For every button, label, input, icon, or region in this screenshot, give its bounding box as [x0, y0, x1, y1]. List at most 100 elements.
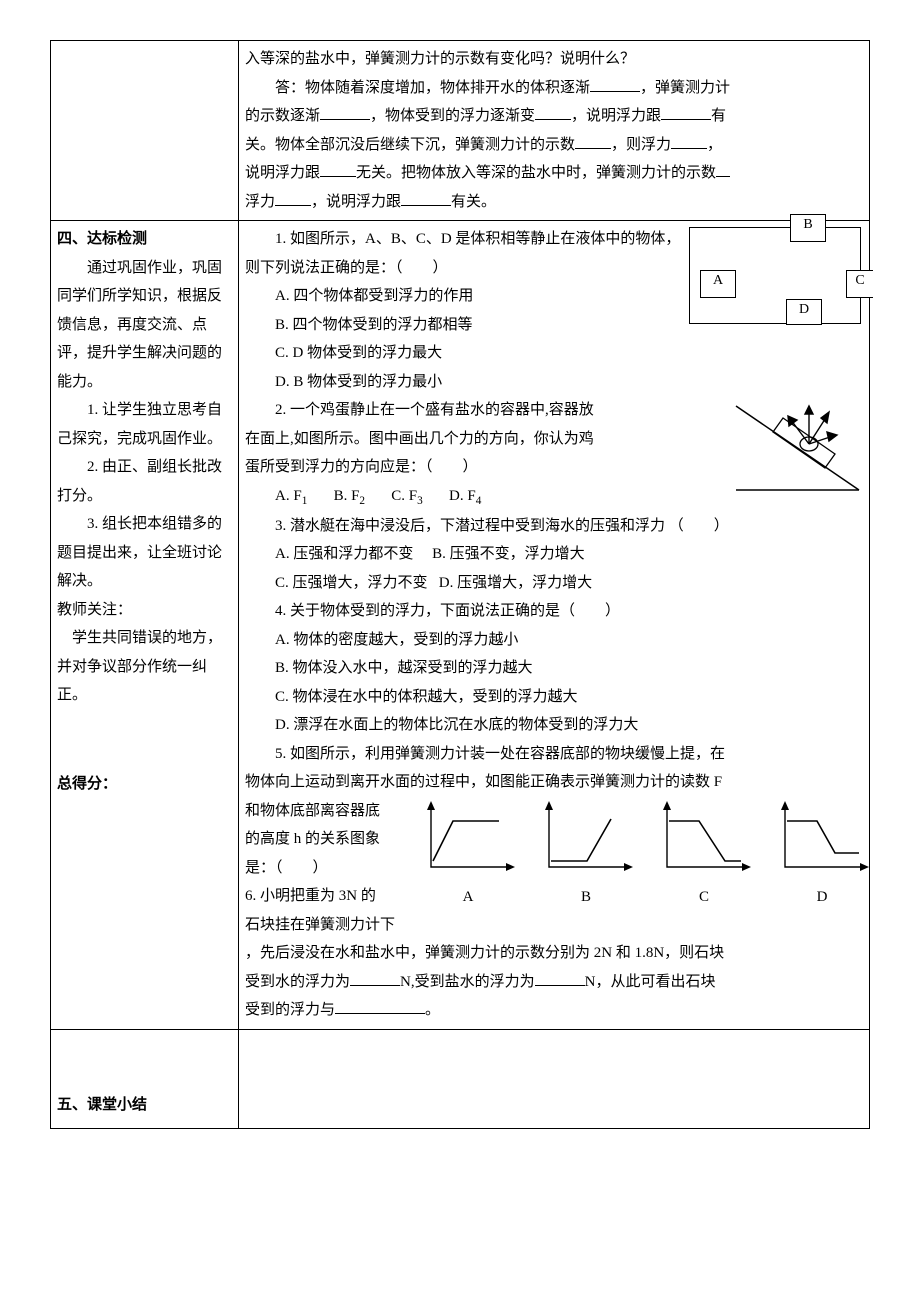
lbl-B: B: [803, 217, 812, 232]
left-gap: [57, 710, 232, 770]
row-summary: 五、课堂小结: [51, 1029, 870, 1128]
q6d3: N，从此可看出石块: [585, 974, 716, 990]
r1-a3: 的示数逐渐: [245, 108, 320, 124]
graph-B: B: [539, 801, 633, 912]
r1-answer-5: 浮力 ，说明浮力跟 有关。: [245, 188, 863, 217]
q3-stem: 3. 潜水艇在海中浸没后，下潜过程中受到海水的压强和浮力 （ ）: [245, 512, 863, 541]
left-score: 总得分：: [57, 770, 232, 799]
r1-line1: 入等深的盐水中，弹簧测力计的示数有变化吗？说明什么？: [245, 45, 863, 74]
left-p2b: 2. 由正、副组长批改打分。: [57, 453, 232, 510]
r1-l1: 入等深的盐水中，弹簧测力计的示数有变化吗？说明什么？: [245, 51, 635, 67]
q5-b: 物体向上运动到离开水面的过程中，如图能正确表示弹簧测力计的读数 F: [245, 768, 863, 797]
row2-right: B A C D 1. 如图所示，A、B、C、D 是体积相等静止在液体中的物体，则…: [239, 221, 870, 1030]
lbl-C: C: [855, 273, 864, 288]
left-p2c: 3. 组长把本组错多的题目提出来，让全班讨论解决。: [57, 510, 232, 596]
blank: [401, 190, 451, 206]
q6-c: ，先后浸没在水和盐水中，弹簧测力计的示数分别为 2N 和 1.8N，则石块: [245, 939, 863, 968]
q6b: 石块挂在弹簧测力计下: [245, 917, 395, 933]
q3-ab: A. 压强和浮力都不变 B. 压强不变，浮力增大: [245, 540, 863, 569]
box-A: A: [700, 270, 736, 298]
blank: [661, 104, 711, 120]
blank: [671, 133, 707, 149]
left-p1: 通过巩固作业，巩固同学们所学知识，根据反馈信息，再度交流、点评，提升学生解决问题…: [57, 254, 232, 397]
section4-title: 四、达标检测: [57, 225, 232, 254]
graph-label: D: [775, 883, 869, 912]
q4-stem: 4. 关于物体受到的浮力，下面说法正确的是（ ）: [245, 597, 863, 626]
r1-answer-3: 关。物体全部沉没后继续下沉，弹簧测力计的示数，则浮力，: [245, 131, 863, 160]
q6d1: 受到水的浮力为: [245, 974, 350, 990]
worksheet-table: 入等深的盐水中，弹簧测力计的示数有变化吗？说明什么？ 答：物体随着深度增加，物体…: [50, 40, 870, 1129]
blank: [320, 161, 356, 177]
r1-a1: 答：物体随着深度增加，物体排开水的体积逐渐: [275, 80, 590, 96]
q3b: B. 压强不变，浮力增大: [432, 546, 585, 562]
r1-a2: ，弹簧测力计: [640, 80, 730, 96]
graph-A: A: [421, 801, 515, 912]
diagram-liquid-container: B A C D: [689, 227, 861, 324]
r1-a11: 无关。把物体放入等深的盐水中时，弹簧测力计的示数: [356, 165, 716, 181]
r1-a13: ，说明浮力跟: [311, 194, 401, 210]
graph-D: D: [775, 801, 869, 912]
graph-row: ABCD: [421, 801, 863, 912]
q2s3: 3: [417, 495, 423, 507]
q3c: C. 压强增大，浮力不变: [275, 575, 428, 591]
r1-answer-4: 说明浮力跟 无关。把物体放入等深的盐水中时，弹簧测力计的示数: [245, 159, 863, 188]
q3a: A. 压强和浮力都不变: [275, 546, 413, 562]
left-tn: 教师关注：: [57, 596, 232, 625]
box-D: D: [786, 299, 822, 325]
lbl-D: D: [799, 302, 809, 317]
r1-a14: 有关。: [451, 194, 496, 210]
q4-a: A. 物体的密度越大，受到的浮力越小: [245, 626, 863, 655]
row3-right: [239, 1029, 870, 1128]
blank: [335, 998, 425, 1014]
q6e1: 受到的浮力与: [245, 1002, 335, 1018]
r1-a8: ，则浮力: [611, 137, 671, 153]
q4-d: D. 漂浮在水面上的物体比沉在水底的物体受到的浮力大: [245, 711, 863, 740]
graph-label: B: [539, 883, 633, 912]
r1-a9: ，: [707, 137, 722, 153]
row1-left: [51, 41, 239, 221]
q5-a: 5. 如图所示，利用弹簧测力计装一处在容器底部的物块缓慢上提，在: [245, 740, 863, 769]
r1-answer-2: 的示数逐渐，物体受到的浮力逐渐变，说明浮力跟有: [245, 102, 863, 131]
blank: [275, 190, 311, 206]
blank: [535, 970, 585, 986]
blank: [590, 76, 640, 92]
q6e2: 。: [425, 1002, 440, 1018]
box-B: B: [790, 214, 826, 242]
section5-title: 五、课堂小结: [57, 1091, 232, 1120]
lbl-A: A: [713, 273, 723, 288]
r1-a12: 浮力: [245, 194, 275, 210]
q2s2: 2: [359, 495, 365, 507]
r1-a10: 说明浮力跟: [245, 165, 320, 181]
left-p2a: 1. 让学生独立思考自己探究，完成巩固作业。: [57, 396, 232, 453]
q6-b-line: 石块挂在弹簧测力计下: [245, 911, 863, 940]
q2b: B. F: [334, 488, 360, 504]
blank: [575, 133, 611, 149]
q2c: C. F: [391, 488, 417, 504]
q6d2: N,受到盐水的浮力为: [400, 974, 535, 990]
q2s4: 4: [476, 495, 482, 507]
q1-d: D. B 物体受到的浮力最小: [245, 368, 863, 397]
diagram-incline-forces: [731, 396, 861, 496]
q6-d: 受到水的浮力为 N,受到盐水的浮力为 N，从此可看出石块: [245, 968, 863, 997]
q2d: D. F: [449, 488, 476, 504]
row-dabiao: 四、达标检测 通过巩固作业，巩固同学们所学知识，根据反馈信息，再度交流、点评，提…: [51, 221, 870, 1030]
q2a: A. F: [275, 488, 302, 504]
q1-c: C. D 物体受到的浮力最大: [245, 339, 863, 368]
blank: [350, 970, 400, 986]
row3-left: 五、课堂小结: [51, 1029, 239, 1128]
row2-left: 四、达标检测 通过巩固作业，巩固同学们所学知识，根据反馈信息，再度交流、点评，提…: [51, 221, 239, 1030]
blank: [535, 104, 571, 120]
row1-right: 入等深的盐水中，弹簧测力计的示数有变化吗？说明什么？ 答：物体随着深度增加，物体…: [239, 41, 870, 221]
box-C: C: [846, 270, 873, 298]
q1-block: B A C D 1. 如图所示，A、B、C、D 是体积相等静止在液体中的物体，则…: [245, 225, 863, 396]
q6-e: 受到的浮力与 。: [245, 996, 863, 1025]
q3d: D. 压强增大，浮力增大: [439, 575, 592, 591]
left-p3: 学生共同错误的地方，并对争议部分作统一纠正。: [57, 624, 232, 710]
q3-cd: C. 压强增大，浮力不变 D. 压强增大，浮力增大: [245, 569, 863, 598]
q2-block: 2. 一个鸡蛋静止在一个盛有盐水的容器中,容器放 在面上,如图所示。图中画出几个…: [245, 396, 863, 512]
q4-b: B. 物体没入水中，越深受到的浮力越大: [245, 654, 863, 683]
r1-a5: ，说明浮力跟: [571, 108, 661, 124]
graph-label: A: [421, 883, 515, 912]
q2s1: 1: [302, 495, 308, 507]
r1-answer: 答：物体随着深度增加，物体排开水的体积逐渐 ，弹簧测力计: [245, 74, 863, 103]
